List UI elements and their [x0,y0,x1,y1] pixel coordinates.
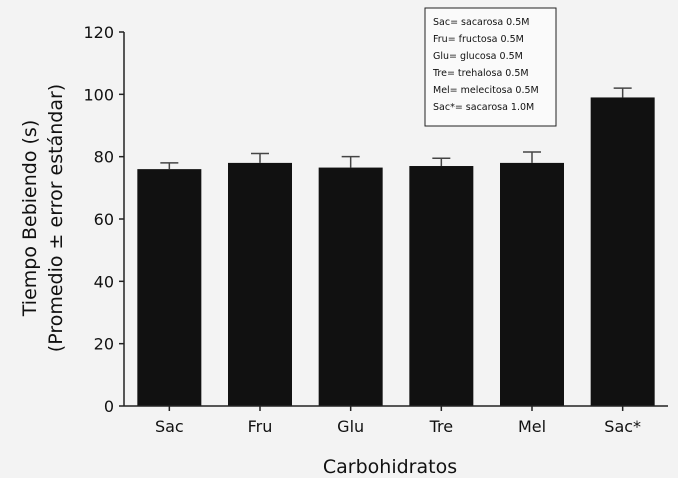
x-tick-label: Glu [337,417,364,436]
bars [137,97,655,406]
error-bars [160,87,632,170]
bar [318,167,383,406]
y-axis-title: Tiempo Bebiendo (s) (Promedio ± error es… [19,84,67,352]
bar [500,162,564,406]
y-tick-label: 100 [83,85,114,104]
legend-entry: Fru= fructosa 0.5M [433,34,524,45]
x-tick-label: Fru [248,417,273,436]
x-axis-title: Carbohidratos [323,456,457,478]
y-tick-label: 40 [94,272,114,291]
plot-area: 0 20 40 60 80 100 120 Sac Fru Glu Tre Mel Sac* [83,23,668,436]
y-tick-label: 20 [94,335,114,354]
legend-entry: Mel= melecitosa 0.5M [433,85,539,96]
legend: Sac= sacarosa 0.5M Fru= fructosa 0.5M Gl… [424,7,557,127]
legend-entry: Glu= glucosa 0.5M [433,51,523,62]
y-tick-label: 120 [83,23,114,42]
legend-entry: Sac*= sacarosa 1.0M [433,102,534,113]
bar [228,162,292,406]
y-tick-label: 60 [94,210,114,229]
y-ticks: 0 20 40 60 80 100 120 [83,23,124,416]
y-axis-title-line-2: (Promedio ± error estándar) [45,84,67,352]
x-tick-label: Mel [518,417,546,436]
x-tick-label: Sac [155,417,184,436]
y-tick-label: 0 [104,397,114,416]
x-ticks: Sac Fru Glu Tre Mel Sac* [155,406,641,436]
y-axis-title-line-1: Tiempo Bebiendo (s) [19,120,41,317]
bar [409,166,474,406]
legend-entry: Tre= trehalosa 0.5M [432,68,529,79]
x-tick-label: Sac* [604,417,641,436]
legend-box [424,7,557,127]
x-tick-label: Tre [429,417,454,436]
bar [137,169,202,406]
y-tick-label: 80 [94,148,114,167]
legend-entry: Sac= sacarosa 0.5M [433,17,529,28]
bar [590,97,655,406]
